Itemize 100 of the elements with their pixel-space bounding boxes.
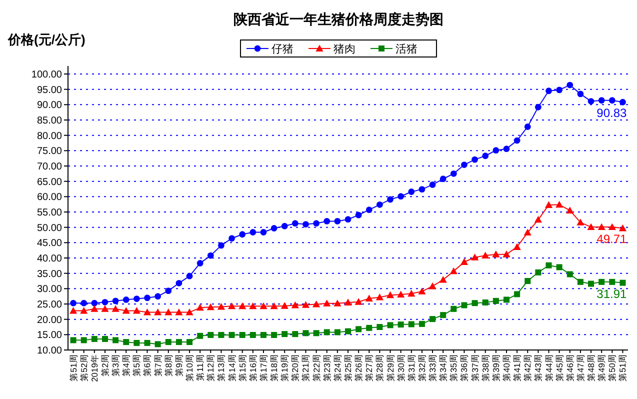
y-tick-label: 95.00 xyxy=(36,84,62,96)
point xyxy=(344,216,352,223)
point xyxy=(175,308,183,316)
point xyxy=(566,82,574,88)
x-tick-label: 第47周 xyxy=(575,354,586,382)
point xyxy=(482,152,489,160)
x-tick-label: 第44周 xyxy=(544,354,554,382)
point xyxy=(154,308,162,316)
x-tick-label: 第51周 xyxy=(68,354,78,382)
point xyxy=(397,290,405,298)
point xyxy=(134,340,140,346)
point xyxy=(196,260,204,266)
point xyxy=(164,308,172,316)
y-tick-label: 10.00 xyxy=(36,346,62,356)
point xyxy=(165,288,172,294)
point xyxy=(566,271,573,278)
data-label: 31.91 xyxy=(596,286,628,301)
x-tick-label: 第41周 xyxy=(512,354,522,382)
point xyxy=(598,97,605,104)
point xyxy=(312,300,320,308)
y-tick-label: 65.00 xyxy=(36,176,62,188)
point xyxy=(408,188,415,195)
x-tick-label: 第8周 xyxy=(163,354,174,377)
point xyxy=(228,302,236,310)
point xyxy=(196,304,204,311)
point xyxy=(408,290,416,297)
point xyxy=(588,280,594,287)
x-tick-label: 第45周 xyxy=(554,354,564,382)
point xyxy=(546,262,552,268)
point xyxy=(428,282,436,290)
point xyxy=(345,328,351,334)
x-tick-label: 第26周 xyxy=(354,354,364,382)
point xyxy=(80,300,88,306)
x-tick-label: 第33周 xyxy=(428,354,438,382)
data-label: 49.71 xyxy=(596,232,628,246)
point xyxy=(355,212,362,218)
x-tick-label: 第14周 xyxy=(226,354,237,382)
point xyxy=(620,98,626,106)
point xyxy=(302,221,309,228)
x-tick-label: 第4周 xyxy=(121,354,132,377)
point xyxy=(218,242,224,249)
point xyxy=(460,258,468,265)
point xyxy=(112,298,119,304)
point xyxy=(144,294,150,302)
point xyxy=(577,278,584,285)
point xyxy=(133,296,140,302)
x-tick-label: 第12周 xyxy=(206,354,216,382)
x-tick-label: 第22周 xyxy=(311,354,322,382)
point xyxy=(197,332,204,339)
x-tick-label: 第25周 xyxy=(343,354,353,382)
point xyxy=(544,201,553,208)
point xyxy=(618,224,627,232)
point xyxy=(186,308,194,316)
point xyxy=(260,229,267,236)
point xyxy=(588,98,594,104)
y-tick-label: 100.00 xyxy=(31,70,62,80)
x-tick-label: 第32周 xyxy=(416,354,427,382)
point xyxy=(91,336,98,342)
point xyxy=(598,223,606,230)
y-tick-label: 45.00 xyxy=(36,238,62,250)
point xyxy=(598,278,605,285)
point xyxy=(386,291,394,298)
point xyxy=(176,280,182,286)
point xyxy=(122,306,130,314)
point xyxy=(90,305,98,312)
legend-label: 猪肉 xyxy=(334,42,356,56)
point xyxy=(492,298,499,304)
x-tick-label: 第5周 xyxy=(132,354,142,377)
point xyxy=(102,298,108,306)
y-tick-label: 30.00 xyxy=(36,284,62,296)
point xyxy=(450,170,457,177)
point xyxy=(143,308,152,316)
y-axis-title: 价格(元/公斤) xyxy=(7,32,86,47)
x-tick-label: 第37周 xyxy=(470,354,480,382)
point xyxy=(566,206,574,214)
point xyxy=(609,278,616,285)
point xyxy=(239,231,246,238)
point xyxy=(218,332,224,338)
point xyxy=(302,301,310,308)
x-tick-label: 第15周 xyxy=(237,354,248,382)
x-tick-label: 第19周 xyxy=(280,354,290,382)
y-tick-label: 15.00 xyxy=(36,330,62,342)
x-tick-label: 第30周 xyxy=(396,354,406,382)
point xyxy=(429,182,436,188)
x-tick-label: 第11周 xyxy=(195,354,206,381)
point xyxy=(440,176,446,182)
point xyxy=(524,278,531,284)
point xyxy=(281,222,288,230)
point xyxy=(270,302,278,310)
point xyxy=(450,306,457,312)
point xyxy=(101,305,109,312)
point xyxy=(398,322,404,328)
point xyxy=(238,302,246,310)
point xyxy=(132,306,140,314)
point xyxy=(80,306,88,314)
point xyxy=(282,331,288,338)
y-tick-label: 70.00 xyxy=(36,162,62,172)
point xyxy=(323,300,331,306)
point xyxy=(430,316,436,322)
point xyxy=(534,104,542,110)
